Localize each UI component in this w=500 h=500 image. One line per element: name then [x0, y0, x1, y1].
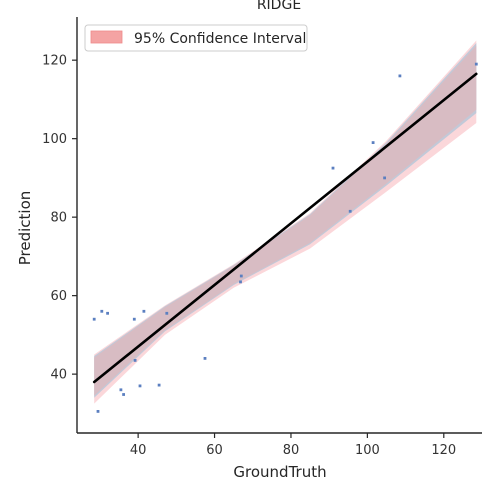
y-tick-label: 60: [50, 289, 67, 304]
data-point: [371, 141, 375, 144]
legend-frame: [84, 24, 308, 52]
y-tick-label: 80: [50, 211, 67, 226]
data-point: [96, 410, 100, 413]
data-point: [142, 309, 146, 313]
x-tick-label: 60: [206, 443, 223, 458]
axes: [76, 17, 482, 434]
confidence-band-pink: [94, 40, 477, 404]
data-point: [348, 209, 352, 213]
data-point: [398, 74, 402, 78]
confidence-band-layer: [94, 40, 477, 404]
data-point: [239, 274, 243, 278]
legend-swatch: [90, 30, 123, 44]
data-point: [383, 176, 386, 180]
chart-title: RIDGE: [257, 0, 301, 13]
data-point: [331, 166, 335, 170]
x-tick-label: 80: [283, 443, 300, 458]
scatter-points-layer: [92, 62, 478, 413]
x-axis-title: GroundTruth: [233, 463, 326, 481]
legend-label: 95% Confidence Interval: [134, 31, 306, 47]
y-tick-label: 120: [42, 54, 67, 69]
y-tick-label: 40: [50, 368, 67, 383]
data-point: [92, 317, 96, 321]
x-ticks: 40 60 80 100 120: [130, 433, 456, 458]
data-point: [133, 359, 137, 362]
data-point: [157, 383, 161, 387]
data-point: [474, 62, 478, 66]
data-point: [165, 311, 169, 315]
legend: 95% Confidence Interval: [84, 24, 308, 52]
y-ticks: 40 60 80 100 120: [42, 54, 77, 383]
data-point: [203, 357, 207, 360]
x-tick-label: 100: [355, 443, 380, 458]
y-tick-label: 100: [42, 132, 67, 147]
x-tick-label: 40: [130, 443, 147, 458]
data-point: [138, 384, 142, 388]
data-point: [100, 309, 104, 313]
data-point: [122, 393, 125, 396]
confidence-band-inner: [94, 45, 477, 396]
y-axis-title: Prediction: [16, 191, 34, 266]
data-point: [239, 280, 242, 284]
fit-line-layer: [92, 72, 478, 384]
regression-fit-line: [92, 72, 478, 384]
x-tick-label: 120: [431, 443, 456, 458]
data-point: [132, 317, 136, 321]
data-point: [106, 311, 109, 315]
data-point: [119, 388, 123, 392]
